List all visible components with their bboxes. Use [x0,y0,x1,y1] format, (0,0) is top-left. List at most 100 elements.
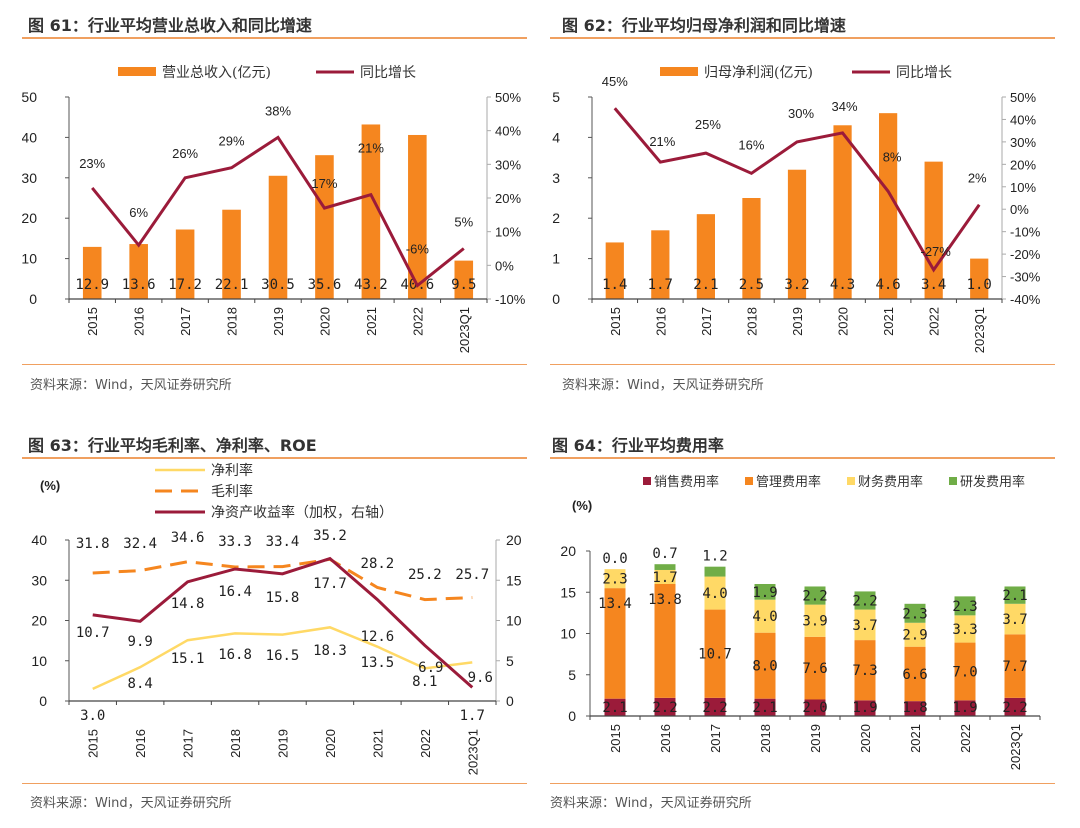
fig64-rd-bar-segment [854,591,876,610]
fig63-y2-tick-label: 20 [506,532,522,548]
fig64-finance-value-label: 4.0 [752,609,777,625]
fig62-growth-label: 21% [649,134,675,149]
figure-62-source-rule [550,364,1055,365]
fig64-x-tick-label: 2023Q1 [1008,724,1023,770]
figure-63-title-rule [22,457,527,459]
fig63-roe-value-label: 10.7 [76,625,110,641]
fig63-roe-value-label: 6.9 [418,660,443,676]
fig64-admin-bar-segment [604,588,626,699]
fig64-sales-value-label: 2.2 [702,700,727,716]
fig61-bar-value-label: 13.6 [122,277,156,293]
fig63-net-line [92,626,473,691]
fig61-x-tick-label: 2015 [85,307,100,336]
fig63-net-value-label: 13.5 [361,655,395,671]
fig64-legend-sales-label: 销售费用率 [654,474,719,490]
fig63-net-value-label: 16.5 [266,648,300,664]
figure-62-chart: 归母净利润(亿元) 同比增长 0 1 2 3 4 5 -40% -30% -20% -10% 0% 10%… [552,64,1041,353]
fig62-bar [787,169,807,299]
fig62-growth-label: -27% [920,244,951,259]
fig61-x-tick-label: 2022 [410,307,425,336]
fig61-bar [222,209,241,299]
figure-61-title-rule [22,37,527,39]
fig63-y-tick-label: 30 [31,572,47,588]
fig61-growth-label: 5% [454,215,473,230]
fig64-legend-admin-swatch [745,477,753,485]
fig61-y-tick-label: 0 [29,291,37,307]
figure-62-panel: 图 62：行业平均归母净利润和同比增速 归母净利润(亿元) 同比增长 0 1 2 3 4 5 -… [550,0,1055,410]
fig62-bar [879,113,898,299]
fig64-finance-value-label: 1.7 [652,570,677,586]
fig62-bar-value-label: 3.2 [784,277,809,293]
fig64-rd-value-label: 2.2 [852,594,877,610]
fig62-legend-bar-label: 归母净利润(亿元) [704,64,813,81]
fig63-net-value-label: 18.3 [313,643,347,659]
fig61-bar-value-label: 22.1 [215,277,249,293]
fig64-sales-value-label: 1.8 [902,700,927,716]
fig64-unit-label: (%) [572,498,592,513]
fig62-y-tick-label: 0 [552,291,560,307]
fig64-y-tick-label: 20 [560,543,576,559]
fig62-bar-value-label: 1.4 [602,277,627,293]
fig63-roe-value-label: 14.8 [171,596,205,612]
fig62-bar [970,258,989,299]
fig61-legend-bar-swatch [118,67,156,76]
fig64-legend-finance-swatch [847,477,855,485]
fig62-growth-label: 30% [788,106,814,121]
fig64-sales-bar-segment [754,698,776,716]
fig64-rd-value-label: 1.9 [752,585,777,601]
fig64-finance-bar-segment [954,615,976,643]
fig64-sales-bar-segment [954,700,976,716]
fig61-growth-label: 29% [219,134,245,149]
fig64-admin-bar-segment [904,646,926,702]
fig64-admin-value-label: 6.6 [902,667,927,683]
fig64-sales-value-label: 2.1 [752,700,777,716]
fig63-gross-value-label: 33.4 [266,534,300,550]
fig63-y2-tick-label: 0 [506,693,514,709]
fig63-unit-label: (%) [40,478,60,493]
fig64-admin-value-label: 7.0 [952,664,977,680]
fig64-rd-value-label: 0.7 [652,546,677,562]
fig64-sales-bar-segment [1004,697,1026,716]
fig64-rd-value-label: 2.1 [1002,588,1027,604]
fig64-sales-bar-segment [704,697,726,716]
fig63-net-value-label: 3.0 [80,708,105,724]
fig63-roe-value-label: 17.7 [313,576,347,592]
fig63-legend-roe-label: 净资产收益率（加权，右轴） [211,504,393,521]
fig62-growth-label: 25% [695,117,721,132]
fig61-y2-tick-label: 30% [495,157,521,172]
figure-63-source: 资料来源：Wind，天风证券研究所 [30,796,232,811]
fig63-gross-value-label: 25.2 [408,567,442,583]
fig61-y2-tick-label: 20% [495,191,521,206]
fig62-x-tick-label: 2017 [699,307,714,336]
fig62-bar-value-label: 1.7 [648,277,673,293]
fig64-admin-value-label: 7.7 [1002,659,1027,675]
fig63-x-tick-label: 2022 [418,729,433,758]
fig61-x-tick-label: 2023Q1 [457,307,472,353]
fig61-bar [175,229,195,299]
fig64-x-tick-label: 2018 [758,724,773,753]
fig61-bar-value-label: 17.2 [168,277,202,293]
fig62-y2-tick-label: 50% [1010,90,1036,105]
fig64-sales-value-label: 2.2 [1002,700,1027,716]
fig63-net-value-label: 15.1 [171,651,205,667]
fig64-rd-bar-segment [654,564,676,570]
fig62-bar-value-label: 2.5 [739,277,764,293]
figure-61-title: 图 61：行业平均营业总收入和同比增速 [28,16,312,35]
figure-63-panel: 图 63：行业平均毛利率、净利率、ROE (%) 净利率 毛利率 净资产收益率（加权，… [22,420,527,828]
figure-64-source-rule [550,783,1055,784]
fig62-x-tick-label: 2015 [608,307,623,336]
fig63-net-value-label: 8.1 [412,674,437,690]
fig64-sales-bar-segment [854,700,876,716]
fig62-x-tick-label: 2016 [653,307,668,336]
fig64-finance-bar-segment [1004,603,1026,635]
figure-62-title-rule [550,37,1055,39]
fig64-finance-value-label: 3.3 [952,622,977,638]
fig62-bar [742,198,761,299]
fig64-admin-value-label: 10.7 [698,647,732,663]
fig62-y2-tick-label: 40% [1010,112,1036,127]
fig62-y-tick-label: 5 [552,89,560,105]
fig63-legend-gross-label: 毛利率 [211,483,253,500]
fig62-y2-tick-label: -20% [1010,247,1041,262]
fig64-finance-bar-segment [754,599,776,633]
fig61-y-tick-label: 20 [22,210,37,226]
